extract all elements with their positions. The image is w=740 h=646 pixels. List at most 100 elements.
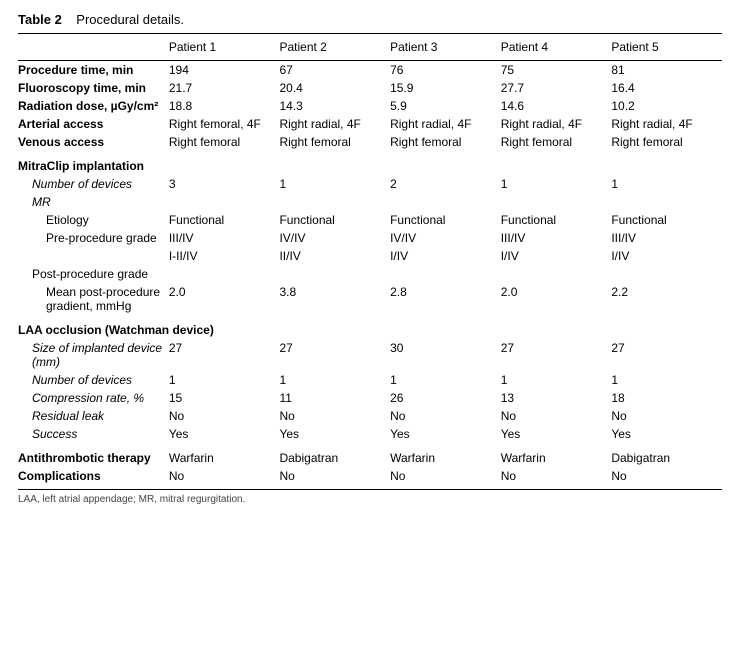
cell: 67 bbox=[279, 61, 390, 80]
cell: Functional bbox=[390, 211, 501, 229]
cell: Warfarin bbox=[501, 443, 612, 467]
cell: 194 bbox=[169, 61, 280, 80]
cell: Functional bbox=[279, 211, 390, 229]
cell: 1 bbox=[169, 371, 280, 389]
cell: 1 bbox=[611, 175, 722, 193]
cell: Functional bbox=[169, 211, 280, 229]
row-label: Complications bbox=[18, 467, 169, 490]
cell: No bbox=[279, 407, 390, 425]
row-label: Mean post-procedure gradient, mmHg bbox=[18, 283, 169, 315]
cell: Right radial, 4F bbox=[279, 115, 390, 133]
cell: 5.9 bbox=[390, 97, 501, 115]
row-label: Compression rate, % bbox=[18, 389, 169, 407]
cell: 30 bbox=[390, 339, 501, 371]
table-row: I-II/IV II/IV I/IV I/IV I/IV bbox=[18, 247, 722, 265]
cell: Right radial, 4F bbox=[611, 115, 722, 133]
cell: II/IV bbox=[279, 247, 390, 265]
cell: 15.9 bbox=[390, 79, 501, 97]
cell: IV/IV bbox=[390, 229, 501, 247]
row-label: Radiation dose, µGy/cm² bbox=[18, 97, 169, 115]
row-label: Number of devices bbox=[18, 175, 169, 193]
row-label: Venous access bbox=[18, 133, 169, 151]
cell: Dabigatran bbox=[611, 443, 722, 467]
cell: 18.8 bbox=[169, 97, 280, 115]
cell: Warfarin bbox=[390, 443, 501, 467]
cell: 81 bbox=[611, 61, 722, 80]
cell: Yes bbox=[390, 425, 501, 443]
cell: No bbox=[390, 467, 501, 490]
cell: Right radial, 4F bbox=[501, 115, 612, 133]
row-label: Pre-procedure grade bbox=[18, 229, 169, 247]
cell: 21.7 bbox=[169, 79, 280, 97]
row-label: Procedure time, min bbox=[18, 61, 169, 80]
cell: Right femoral, 4F bbox=[169, 115, 280, 133]
cell: Yes bbox=[501, 425, 612, 443]
col-header: Patient 5 bbox=[611, 34, 722, 61]
table-header-row: Patient 1 Patient 2 Patient 3 Patient 4 … bbox=[18, 34, 722, 61]
section-header: LAA occlusion (Watchman device) bbox=[18, 315, 722, 339]
row-label: Size of implanted device (mm) bbox=[18, 339, 169, 371]
cell: III/IV bbox=[501, 229, 612, 247]
table-row: Venous access Right femoral Right femora… bbox=[18, 133, 722, 151]
col-header: Patient 1 bbox=[169, 34, 280, 61]
cell: Dabigatran bbox=[279, 443, 390, 467]
cell: Yes bbox=[611, 425, 722, 443]
row-label: Antithrombotic therapy bbox=[18, 443, 169, 467]
row-label: Success bbox=[18, 425, 169, 443]
table-number: Table 2 bbox=[18, 12, 62, 27]
cell: 20.4 bbox=[279, 79, 390, 97]
cell: 11 bbox=[279, 389, 390, 407]
row-label: MR bbox=[18, 193, 722, 211]
table-row: Post-procedure grade bbox=[18, 265, 722, 283]
cell: 27 bbox=[501, 339, 612, 371]
cell: 14.6 bbox=[501, 97, 612, 115]
cell: No bbox=[390, 407, 501, 425]
cell: III/IV bbox=[169, 229, 280, 247]
table-row: Pre-procedure grade III/IV IV/IV IV/IV I… bbox=[18, 229, 722, 247]
cell: 27 bbox=[169, 339, 280, 371]
table-row: Number of devices 3 1 2 1 1 bbox=[18, 175, 722, 193]
table-row: Residual leak No No No No No bbox=[18, 407, 722, 425]
cell: IV/IV bbox=[279, 229, 390, 247]
cell: 3.8 bbox=[279, 283, 390, 315]
col-header: Patient 2 bbox=[279, 34, 390, 61]
cell: 14.3 bbox=[279, 97, 390, 115]
row-label bbox=[18, 247, 169, 265]
table-row: Success Yes Yes Yes Yes Yes bbox=[18, 425, 722, 443]
table-footnote: LAA, left atrial appendage; MR, mitral r… bbox=[18, 490, 722, 505]
cell: Right femoral bbox=[169, 133, 280, 151]
section-header: MitraClip implantation bbox=[18, 151, 722, 175]
row-label: Arterial access bbox=[18, 115, 169, 133]
cell: 3 bbox=[169, 175, 280, 193]
section-header-row: MitraClip implantation bbox=[18, 151, 722, 175]
cell: 2 bbox=[390, 175, 501, 193]
cell: I-II/IV bbox=[169, 247, 280, 265]
cell: 2.2 bbox=[611, 283, 722, 315]
table-row: Mean post-procedure gradient, mmHg 2.0 3… bbox=[18, 283, 722, 315]
row-label: Residual leak bbox=[18, 407, 169, 425]
cell: 1 bbox=[279, 371, 390, 389]
cell: Right femoral bbox=[390, 133, 501, 151]
cell: No bbox=[169, 407, 280, 425]
cell: 75 bbox=[501, 61, 612, 80]
cell: 2.8 bbox=[390, 283, 501, 315]
table-row: Number of devices 1 1 1 1 1 bbox=[18, 371, 722, 389]
table-row: Etiology Functional Functional Functiona… bbox=[18, 211, 722, 229]
cell: Yes bbox=[279, 425, 390, 443]
cell: 1 bbox=[501, 175, 612, 193]
cell: No bbox=[501, 407, 612, 425]
cell: Functional bbox=[501, 211, 612, 229]
procedural-details-table: Patient 1 Patient 2 Patient 3 Patient 4 … bbox=[18, 34, 722, 490]
table-caption: Table 2 Procedural details. bbox=[18, 12, 722, 34]
section-header-row: LAA occlusion (Watchman device) bbox=[18, 315, 722, 339]
cell: 16.4 bbox=[611, 79, 722, 97]
table-row: Radiation dose, µGy/cm² 18.8 14.3 5.9 14… bbox=[18, 97, 722, 115]
cell: III/IV bbox=[611, 229, 722, 247]
cell: No bbox=[169, 467, 280, 490]
cell: 1 bbox=[501, 371, 612, 389]
cell: Right femoral bbox=[611, 133, 722, 151]
cell: 1 bbox=[611, 371, 722, 389]
table-row: Compression rate, % 15 11 26 13 18 bbox=[18, 389, 722, 407]
cell: Right radial, 4F bbox=[390, 115, 501, 133]
table-row: Antithrombotic therapy Warfarin Dabigatr… bbox=[18, 443, 722, 467]
